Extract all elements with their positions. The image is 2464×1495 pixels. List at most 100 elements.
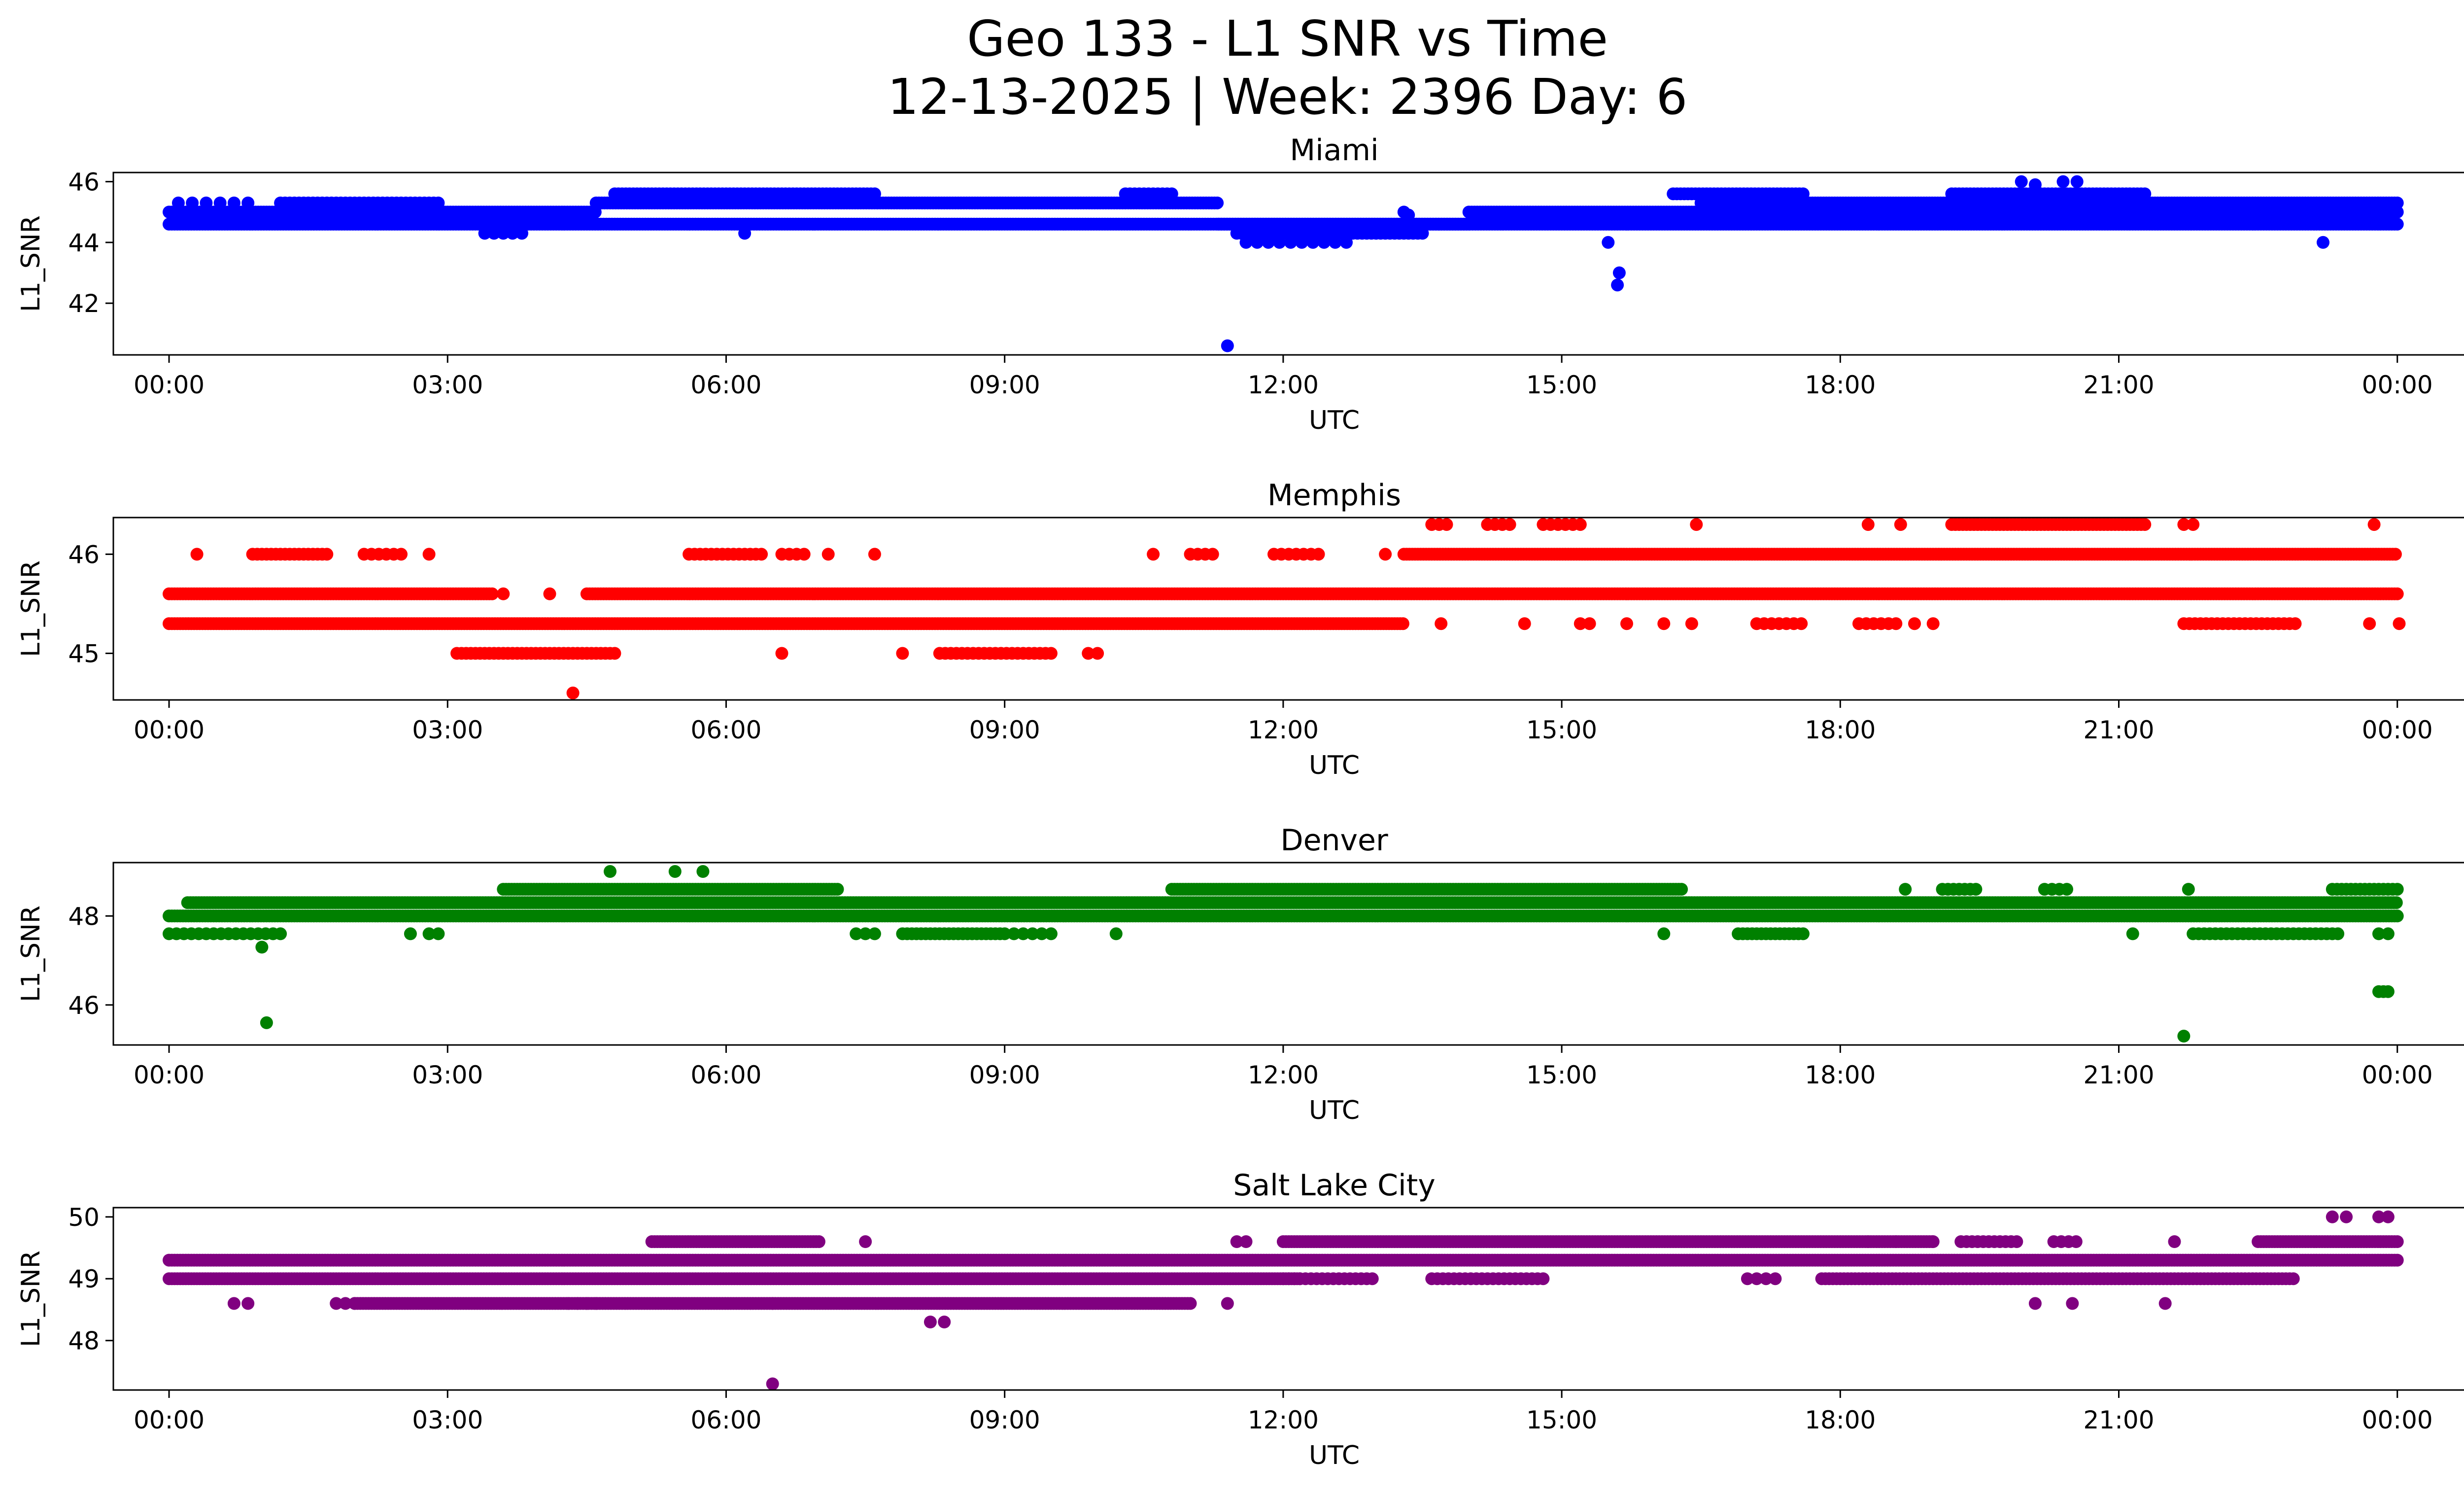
x-tick-label: 18:00 <box>1805 716 1876 744</box>
x-tick-label: 03:00 <box>412 371 483 399</box>
data-point <box>1206 548 1219 561</box>
data-point <box>2289 617 2302 630</box>
data-point <box>868 187 881 201</box>
data-point <box>1657 617 1671 630</box>
data-point <box>2391 909 2404 923</box>
data-point <box>1091 647 1104 660</box>
data-point <box>868 548 881 561</box>
data-point <box>515 227 528 240</box>
data-point <box>1221 339 1234 352</box>
data-point <box>1602 236 1615 249</box>
data-point <box>1894 518 1907 531</box>
data-point <box>1908 617 1921 630</box>
subplot-miami: 00:00 03:00 06:00 09:00 12:00 15:00 18:00 21:00… <box>16 133 2464 435</box>
data-point <box>1518 617 1531 630</box>
data-point <box>1583 617 1596 630</box>
data-point <box>1340 236 1353 249</box>
data-point <box>2056 175 2070 188</box>
x-tick-label: 00:00 <box>2362 716 2433 744</box>
data-point <box>1273 236 1286 249</box>
data-point <box>2391 217 2404 231</box>
data-point <box>186 196 199 209</box>
data-point <box>1284 236 1297 249</box>
data-point <box>320 548 334 561</box>
x-tick-label: 00:00 <box>134 716 205 744</box>
scatter-series <box>163 175 2404 352</box>
x-tick-label: 00:00 <box>2362 371 2433 399</box>
data-point <box>1440 518 1453 531</box>
x-tick-label: 12:00 <box>1248 716 1319 744</box>
data-point <box>797 548 811 561</box>
data-point <box>1306 236 1320 249</box>
data-point <box>2363 617 2376 630</box>
data-point <box>1690 518 1703 531</box>
x-tick-label: 21:00 <box>2083 716 2154 744</box>
data-point <box>478 227 491 240</box>
data-point <box>2187 518 2200 531</box>
data-point <box>497 227 510 240</box>
data-point <box>1796 187 1810 201</box>
data-point <box>1795 617 1808 630</box>
data-point <box>566 686 580 699</box>
subplot-denver: 00:00 03:00 06:00 09:00 12:00 15:00 18:00 21:00… <box>16 823 2464 1125</box>
data-point <box>1612 266 1626 279</box>
data-point <box>422 548 436 561</box>
data-point <box>1295 236 1308 249</box>
data-point <box>1462 217 1475 231</box>
x-tick-label: 06:00 <box>690 716 761 744</box>
scatter-series <box>163 518 2406 699</box>
data-point <box>1416 227 1429 240</box>
data-point <box>171 196 185 209</box>
data-point <box>1239 236 1253 249</box>
data-point <box>395 548 408 561</box>
x-tick-label: 06:00 <box>690 371 761 399</box>
figure-title: Geo 133 - L1 SNR vs Time 12-13-2025 | We… <box>0 10 2464 126</box>
subplot-title: Memphis <box>1267 478 1401 513</box>
y-tick-label: 46 <box>68 540 100 569</box>
data-point <box>213 196 227 209</box>
y-axis-label: L1_SNR <box>16 215 46 312</box>
x-tick-label: 21:00 <box>2083 371 2154 399</box>
x-axis-label: UTC <box>1309 406 1360 435</box>
data-point <box>2335 206 2348 219</box>
data-point <box>1044 647 1058 660</box>
data-point <box>2393 617 2406 630</box>
data-point <box>2389 548 2402 561</box>
data-point <box>1165 187 1178 201</box>
data-point <box>1147 548 1160 561</box>
data-point <box>2138 518 2152 531</box>
data-point <box>1435 617 1448 630</box>
data-point <box>738 227 752 240</box>
data-point <box>227 196 240 209</box>
data-point <box>1926 617 1940 630</box>
data-point <box>1262 236 1275 249</box>
data-point <box>485 587 499 600</box>
data-point <box>487 227 501 240</box>
data-point <box>1611 278 1624 292</box>
y-tick-label: 44 <box>68 229 100 257</box>
x-tick-label: 03:00 <box>412 716 483 744</box>
x-tick-label: 09:00 <box>969 371 1040 399</box>
data-point <box>1329 236 1342 249</box>
data-point <box>1685 617 1698 630</box>
data-point <box>432 196 445 209</box>
x-tick-label: 15:00 <box>1526 716 1597 744</box>
subplot-title: Miami <box>1290 133 1378 168</box>
x-tick-label: 18:00 <box>1805 371 1876 399</box>
data-point <box>1312 548 1325 561</box>
data-point <box>1379 548 1392 561</box>
data-point <box>241 196 255 209</box>
x-tick-label: 15:00 <box>1526 371 1597 399</box>
y-tick-label: 45 <box>68 639 100 668</box>
data-point <box>896 647 909 660</box>
plot-frame <box>112 172 2464 356</box>
plot-frame <box>112 517 2464 701</box>
data-point <box>1861 518 1875 531</box>
data-point <box>190 548 204 561</box>
data-point <box>1402 209 1415 222</box>
data-point <box>1396 617 1409 630</box>
data-point <box>2070 175 2084 188</box>
data-point <box>1211 196 1224 209</box>
data-point <box>2391 587 2404 600</box>
